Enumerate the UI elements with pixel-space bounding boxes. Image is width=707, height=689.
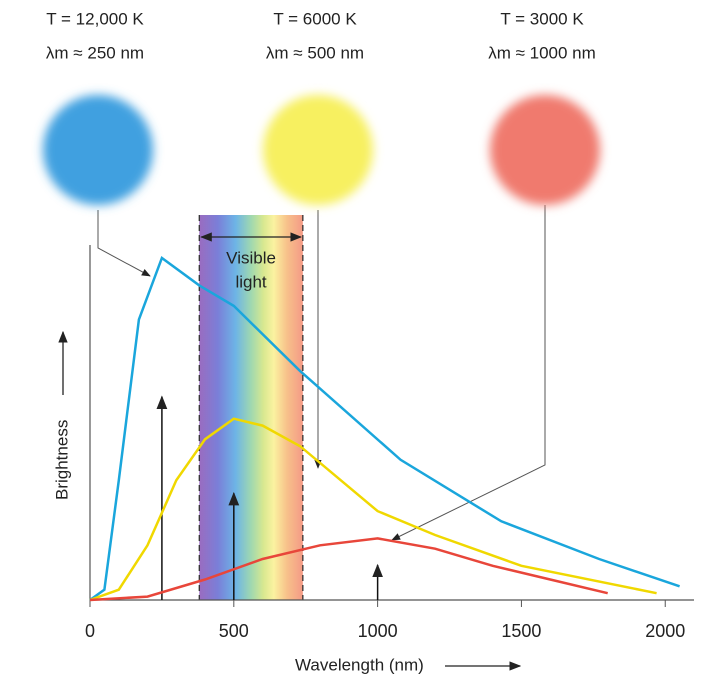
leader-line (97, 210, 151, 277)
x-axis-label: Wavelength (nm) (295, 655, 424, 674)
leader-line (391, 205, 546, 541)
visible-label: light (235, 272, 266, 291)
temperature-label: T = 6000 K (273, 9, 357, 28)
visible-label: Visible (226, 248, 276, 267)
visible-band (199, 215, 303, 600)
peak-label: λm ≈ 1000 nm (488, 43, 596, 62)
brightness-curve (89, 417, 657, 602)
peak-label: λm ≈ 500 nm (266, 43, 364, 62)
star-glow (263, 95, 373, 205)
peak-label: λm ≈ 250 nm (46, 43, 144, 62)
x-tick-label: 2000 (645, 621, 685, 641)
brightness-curve (89, 537, 608, 602)
temperature-label: T = 12,000 K (46, 9, 144, 28)
y-axis-label: Brightness (52, 420, 71, 500)
star-glow (490, 95, 600, 205)
x-tick-label: 1500 (501, 621, 541, 641)
star-glow (43, 95, 153, 205)
brightness-curve (89, 256, 681, 602)
x-tick-label: 0 (85, 621, 95, 641)
x-tick-label: 500 (219, 621, 249, 641)
x-tick-label: 1000 (358, 621, 398, 641)
temperature-label: T = 3000 K (500, 9, 584, 28)
